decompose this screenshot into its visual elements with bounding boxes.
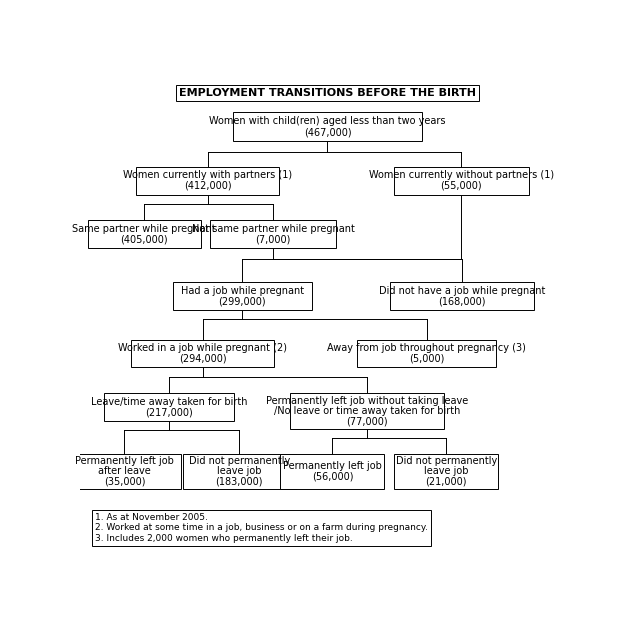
Text: (21,000): (21,000) [426, 477, 467, 487]
Text: Women currently without partners (1): Women currently without partners (1) [369, 170, 554, 180]
Text: Worked in a job while pregnant (2): Worked in a job while pregnant (2) [118, 343, 287, 353]
Text: (5,000): (5,000) [409, 354, 444, 364]
Text: Not same partner while pregnant: Not same partner while pregnant [192, 224, 355, 234]
Text: leave job: leave job [424, 466, 468, 476]
Text: Did not permanently: Did not permanently [189, 456, 290, 466]
Text: Permanently left job without taking leave: Permanently left job without taking leav… [266, 396, 468, 406]
Text: Women currently with partners (1): Women currently with partners (1) [123, 170, 292, 180]
Bar [357, 339, 497, 368]
Text: 1. As at November 2005.
2. Worked at some time in a job, business or on a farm d: 1. As at November 2005. 2. Worked at som… [95, 513, 427, 543]
Text: Did not permanently: Did not permanently [396, 456, 497, 466]
Text: Permanently left job: Permanently left job [75, 456, 174, 466]
Text: Leave/time away taken for birth: Leave/time away taken for birth [91, 397, 247, 407]
Bar [68, 454, 181, 489]
Text: (294,000): (294,000) [179, 354, 226, 364]
Text: Did not have a job while pregnant: Did not have a job while pregnant [379, 286, 545, 296]
Bar [173, 282, 312, 310]
Text: (56,000): (56,000) [312, 472, 353, 482]
Text: Away from job throughout pregnancy (3): Away from job throughout pregnancy (3) [327, 343, 526, 353]
Bar [394, 454, 498, 489]
Bar [394, 167, 528, 195]
Bar [233, 112, 422, 141]
Bar [210, 220, 336, 248]
Bar [290, 393, 444, 429]
Bar [281, 454, 385, 489]
Text: Same partner while pregnant: Same partner while pregnant [72, 224, 216, 234]
Text: (183,000): (183,000) [215, 477, 263, 487]
Text: (217,000): (217,000) [145, 407, 193, 417]
Text: Had a job while pregnant: Had a job while pregnant [181, 286, 304, 296]
Text: (55,000): (55,000) [440, 181, 482, 191]
Text: (168,000): (168,000) [438, 296, 486, 306]
Bar [104, 394, 234, 421]
Bar [136, 167, 279, 195]
Bar [390, 282, 534, 310]
Text: (77,000): (77,000) [346, 417, 388, 427]
Bar [183, 454, 296, 489]
Text: /No leave or time away taken for birth: /No leave or time away taken for birth [274, 406, 460, 416]
Text: leave job: leave job [217, 466, 261, 476]
Text: EMPLOYMENT TRANSITIONS BEFORE THE BIRTH: EMPLOYMENT TRANSITIONS BEFORE THE BIRTH [179, 88, 476, 98]
Text: (412,000): (412,000) [184, 181, 231, 191]
Text: Women with child(ren) aged less than two years: Women with child(ren) aged less than two… [209, 117, 446, 127]
Text: (467,000): (467,000) [304, 127, 351, 137]
Text: after leave: after leave [98, 466, 151, 476]
Text: (405,000): (405,000) [120, 235, 168, 245]
Bar [131, 339, 275, 368]
Text: (7,000): (7,000) [256, 235, 291, 245]
Bar [88, 220, 201, 248]
Text: (35,000): (35,000) [104, 477, 145, 487]
Text: (299,000): (299,000) [219, 296, 266, 306]
Text: Permanently left job: Permanently left job [283, 461, 382, 471]
